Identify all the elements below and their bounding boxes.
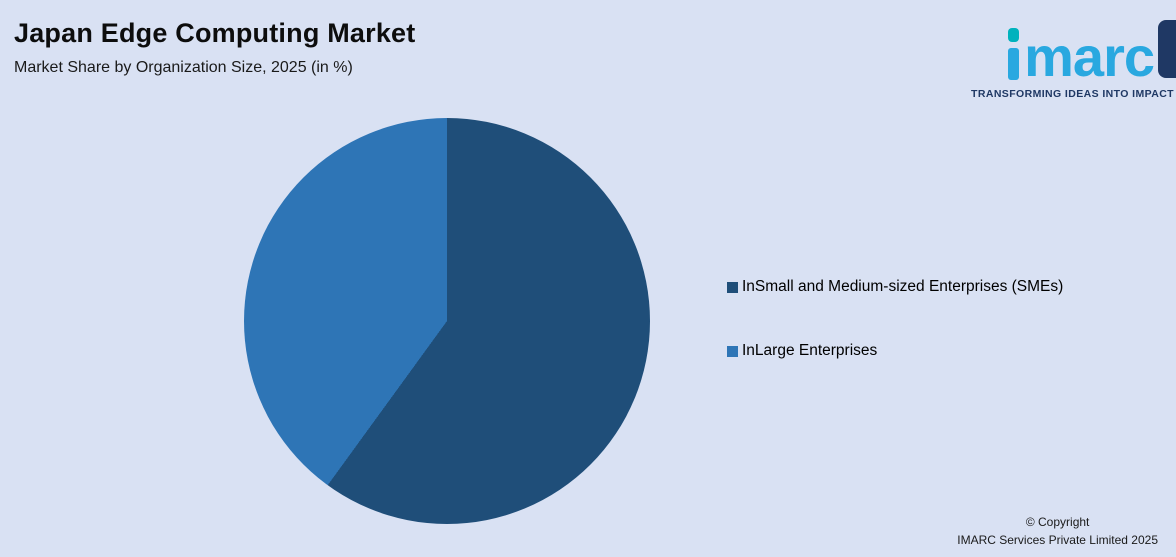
imarc-logo-flag-icon bbox=[1158, 20, 1176, 78]
chart-subtitle: Market Share by Organization Size, 2025 … bbox=[14, 59, 353, 76]
imarc-logo-i-glyph bbox=[1007, 28, 1020, 80]
header: Japan Edge Computing Market Market Share… bbox=[14, 18, 415, 77]
imarc-logo-i-stem bbox=[1008, 48, 1020, 80]
copyright-line2: IMARC Services Private Limited 2025 bbox=[957, 532, 1158, 547]
copyright-notice: © Copyright IMARC Services Private Limit… bbox=[957, 514, 1158, 549]
legend-item-large-enterprises: InLarge Enterprises bbox=[727, 342, 1063, 360]
legend-swatch bbox=[727, 345, 738, 357]
imarc-logo-tagline: TRANSFORMING IDEAS INTO IMPACT bbox=[971, 88, 1174, 100]
copyright-line1: © Copyright bbox=[1025, 515, 1090, 530]
imarc-logo-text: marc bbox=[1024, 25, 1155, 89]
imarc-logo: marc TRANSFORMING IDEAS INTO IMPACT bbox=[936, 8, 1176, 100]
legend-item-smes: InSmall and Medium-sized Enterprises (SM… bbox=[727, 278, 1063, 296]
pie-chart bbox=[244, 118, 650, 524]
imarc-logo-i-dot bbox=[1008, 28, 1020, 42]
imarc-logo-wordmark: marc bbox=[936, 8, 1176, 89]
legend-swatch bbox=[727, 281, 738, 293]
legend-label: InLarge Enterprises bbox=[742, 342, 878, 359]
chart-title: Japan Edge Computing Market bbox=[14, 18, 416, 48]
legend: InSmall and Medium-sized Enterprises (SM… bbox=[727, 278, 1063, 360]
legend-label: InSmall and Medium-sized Enterprises (SM… bbox=[742, 278, 1064, 295]
